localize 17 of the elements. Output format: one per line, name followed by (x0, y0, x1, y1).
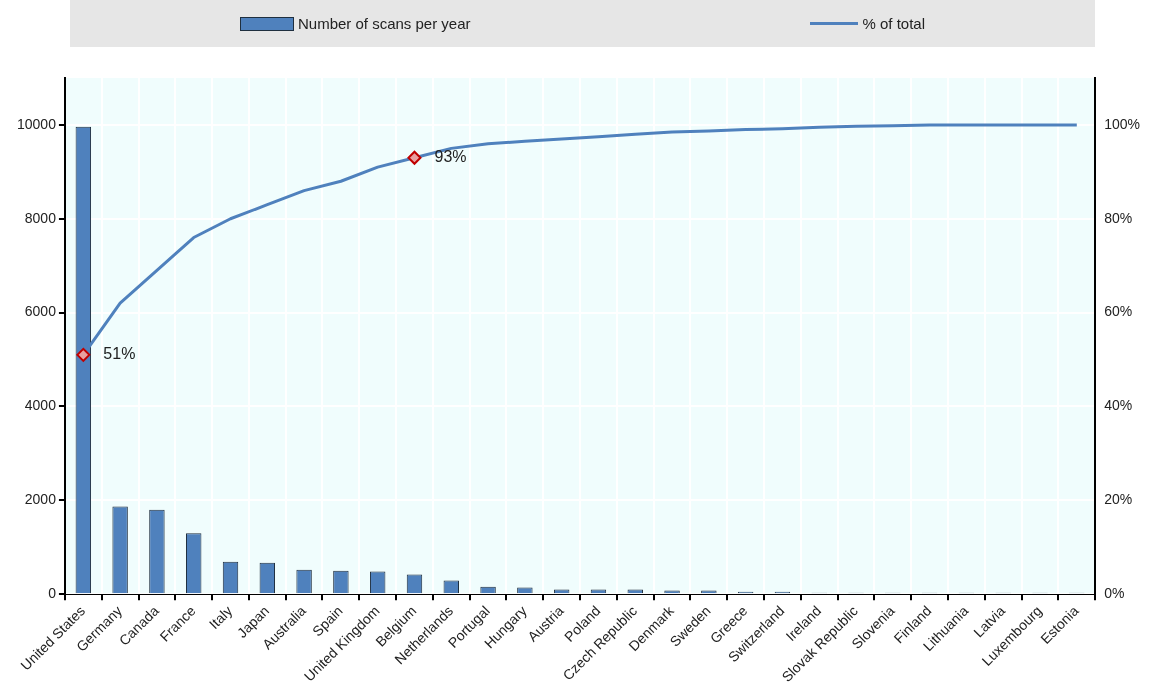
y-tick-label: 8000 (24, 209, 57, 226)
legend-label: % of total (862, 15, 926, 32)
y2-tick-label: 40% (1104, 397, 1133, 414)
y2-tick-label: 20% (1104, 491, 1133, 508)
y2-tick-label: 80% (1104, 209, 1133, 226)
y-tick-label: 0 (48, 585, 57, 601)
y-tick-label: 6000 (24, 303, 57, 320)
y2-tick-label: 100% (1104, 115, 1141, 132)
y-tick-label: 10000 (16, 115, 57, 132)
y-tick-label: 4000 (24, 397, 57, 414)
x-tick-label: Italy (205, 602, 236, 633)
data-label: 93% (434, 148, 467, 166)
data-label: 51% (103, 345, 136, 363)
legend-label: Number of scans per year (297, 15, 471, 32)
y-tick-label: 2000 (24, 491, 57, 508)
y2-tick-label: 60% (1104, 303, 1133, 320)
y2-tick-label: 0% (1104, 585, 1125, 601)
